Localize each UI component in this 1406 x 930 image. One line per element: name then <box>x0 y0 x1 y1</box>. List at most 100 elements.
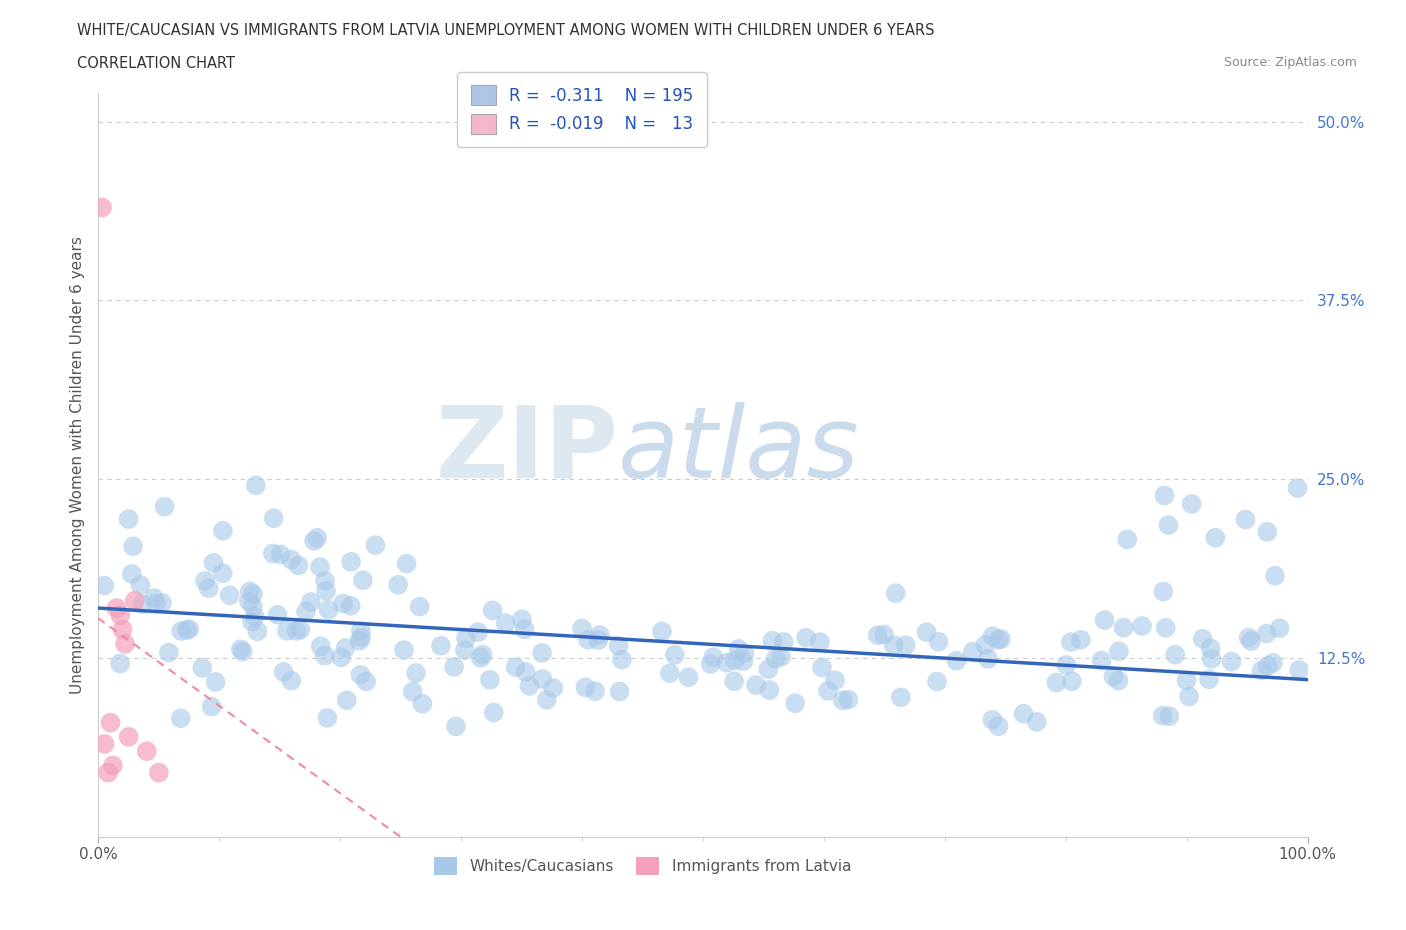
Text: atlas: atlas <box>619 402 860 498</box>
Point <box>354 674 377 689</box>
Point <box>510 612 533 627</box>
Point <box>505 659 527 674</box>
Point <box>586 632 609 647</box>
Point <box>121 566 143 581</box>
Point <box>245 478 267 493</box>
Point <box>1204 530 1226 545</box>
Point <box>101 758 124 773</box>
Point <box>117 512 139 526</box>
Point <box>1091 653 1114 668</box>
Point <box>658 666 681 681</box>
Point <box>287 558 309 573</box>
Point <box>1268 620 1291 635</box>
Point <box>262 546 284 561</box>
Point <box>145 596 167 611</box>
Point <box>295 604 318 618</box>
Point <box>93 578 115 593</box>
Point <box>454 643 477 658</box>
Point <box>349 633 371 648</box>
Point <box>1264 568 1286 583</box>
Point <box>201 699 224 714</box>
Point <box>1288 662 1310 677</box>
Point <box>981 629 1004 644</box>
Point <box>699 657 721 671</box>
Point <box>1025 714 1047 729</box>
Y-axis label: Unemployment Among Women with Children Under 6 years: Unemployment Among Women with Children U… <box>69 236 84 694</box>
Point <box>153 499 176 514</box>
Point <box>176 622 198 637</box>
Point <box>124 593 146 608</box>
Point <box>745 678 768 693</box>
Point <box>1153 488 1175 503</box>
Point <box>246 624 269 639</box>
Point <box>727 642 749 657</box>
Text: CORRELATION CHART: CORRELATION CHART <box>77 56 235 71</box>
Point <box>339 598 361 613</box>
Point <box>332 596 354 611</box>
Point <box>430 638 453 653</box>
Point <box>678 670 700 684</box>
Point <box>1201 651 1223 666</box>
Point <box>444 719 467 734</box>
Point <box>794 631 817 645</box>
Point <box>229 642 252 657</box>
Point <box>314 648 336 663</box>
Point <box>664 647 686 662</box>
Point <box>724 653 747 668</box>
Point <box>408 599 430 614</box>
Point <box>1159 709 1181 724</box>
Point <box>204 674 226 689</box>
Point <box>456 631 478 645</box>
Point <box>1256 626 1278 641</box>
Point <box>266 607 288 622</box>
Point <box>350 630 373 644</box>
Point <box>571 621 593 636</box>
Point <box>576 632 599 647</box>
Point <box>519 678 541 693</box>
Point <box>945 653 967 668</box>
Point <box>239 584 262 599</box>
Point <box>108 608 131 623</box>
Point <box>1012 706 1035 721</box>
Point <box>716 656 738 671</box>
Point <box>607 638 630 653</box>
Point <box>170 711 193 725</box>
Point <box>765 651 787 666</box>
Point <box>150 595 173 610</box>
Point <box>1261 656 1284 671</box>
Point <box>336 693 359 708</box>
Point <box>387 578 409 592</box>
Point <box>1257 658 1279 673</box>
Point <box>915 625 938 640</box>
Point <box>318 603 340 618</box>
Point <box>702 650 724 665</box>
Point <box>280 552 302 567</box>
Point <box>723 674 745 689</box>
Point <box>610 652 633 667</box>
Point <box>1250 663 1272 678</box>
Point <box>470 650 492 665</box>
Point <box>100 715 122 730</box>
Point <box>1178 689 1201 704</box>
Point <box>211 565 233 580</box>
Point <box>129 578 152 592</box>
Point <box>1175 673 1198 688</box>
Point <box>987 719 1010 734</box>
Point <box>269 547 291 562</box>
Point <box>1045 675 1067 690</box>
Point <box>1180 497 1202 512</box>
Point <box>1191 631 1213 646</box>
Point <box>97 765 120 780</box>
Point <box>1286 481 1309 496</box>
Point <box>482 705 505 720</box>
Text: ZIP: ZIP <box>436 402 619 498</box>
Point <box>142 591 165 605</box>
Point <box>1157 518 1180 533</box>
Point <box>148 765 170 780</box>
Point <box>894 638 917 653</box>
Point <box>191 660 214 675</box>
Point <box>574 680 596 695</box>
Point <box>242 587 264 602</box>
Point <box>541 681 564 696</box>
Point <box>478 672 501 687</box>
